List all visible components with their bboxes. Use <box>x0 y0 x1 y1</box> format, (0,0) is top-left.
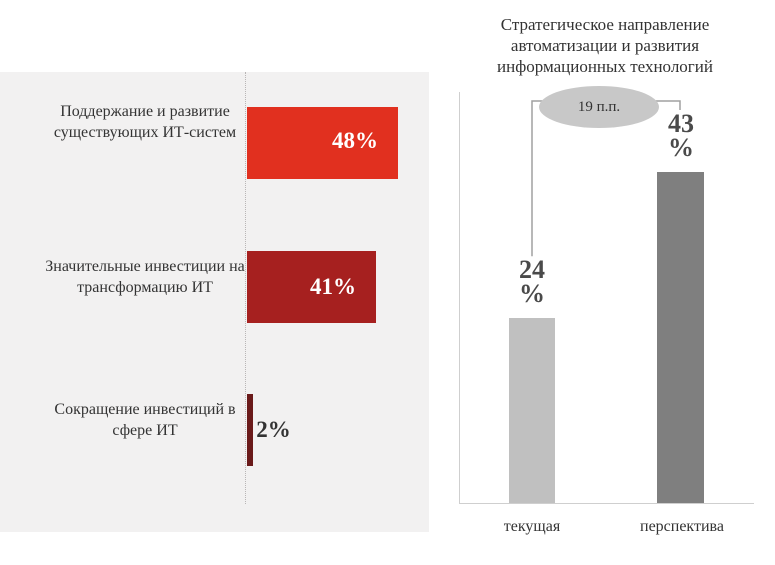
category-label-maintain: Поддержание и развитие существующих ИТ-с… <box>53 103 237 141</box>
difference-badge: 19 п.п. <box>539 86 659 128</box>
category-label-perspective: перспектива <box>640 518 724 535</box>
category-label-current: текущая <box>503 518 561 535</box>
bar-transform <box>247 251 376 323</box>
category-label-transform: Значительные инвестиции на трансформацию… <box>45 258 245 296</box>
right-chart-title: Стратегическое направление автоматизации… <box>497 15 713 76</box>
right-chart-baseline <box>459 503 754 504</box>
category-label-reduce: Сокращение инвестиций в сфере ИТ <box>54 401 236 439</box>
value-label-maintain: 48% <box>332 128 378 153</box>
left-chart-axis <box>245 72 246 504</box>
bar-current <box>509 318 555 503</box>
right-chart-axis <box>459 92 460 504</box>
bar-reduce <box>247 394 254 466</box>
value-label-reduce: 2% <box>256 417 291 442</box>
value-label-current: 24% <box>519 255 545 309</box>
bar-maintain <box>247 107 398 179</box>
bar-perspective <box>657 172 704 503</box>
value-label-transform: 41% <box>309 274 356 299</box>
value-label-perspective: 43% <box>668 109 694 162</box>
